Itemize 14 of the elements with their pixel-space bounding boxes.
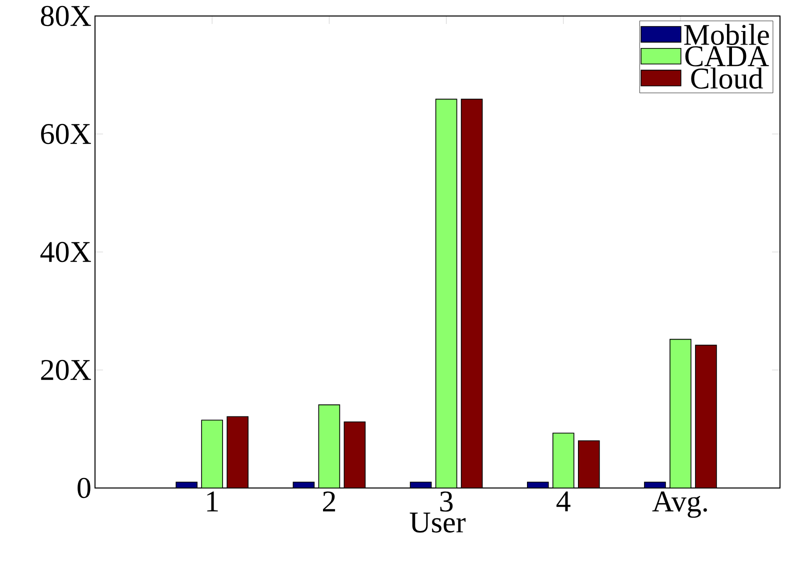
x-tick-label: Avg.: [652, 492, 707, 518]
y-tick-label: 60X: [41, 124, 91, 144]
legend-label: CADA: [685, 46, 769, 66]
y-tick-label: 20X: [41, 360, 91, 380]
y-tick-label: 80X: [40, 6, 91, 26]
y-tick-label: 40X: [40, 242, 91, 262]
x-tick-label: 2: [323, 492, 336, 512]
x-tick-label: 3: [440, 492, 453, 512]
x-tick-label: 1: [207, 492, 218, 512]
x-axis-title: User: [410, 512, 466, 533]
y-tick-label: 0: [78, 478, 90, 498]
legend-label: Mobile: [684, 24, 769, 46]
x-tick-label: 4: [556, 492, 570, 512]
legend-label: Cloud: [691, 68, 763, 89]
